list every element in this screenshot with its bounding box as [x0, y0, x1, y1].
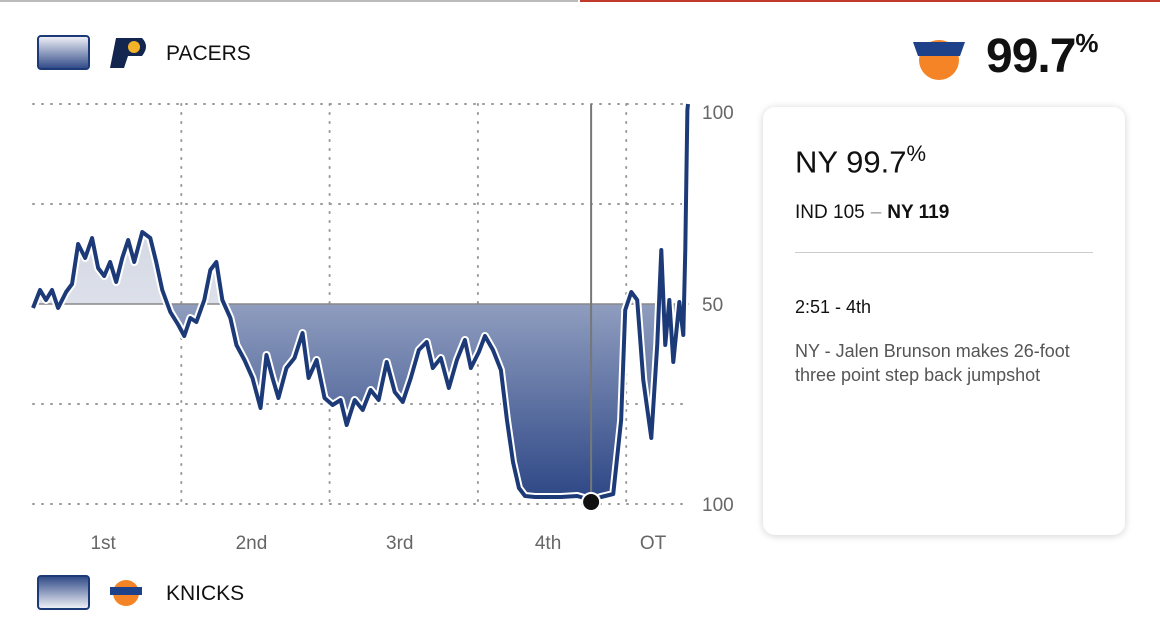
knicks-logo [913, 40, 965, 80]
y-tick-label: 50 [702, 295, 723, 316]
score-away: IND 105 [795, 202, 865, 223]
line [31, 103, 690, 502]
x-tick-label: OT [640, 533, 667, 554]
card-title: NY 99.7% [795, 141, 926, 180]
area-top [33, 104, 688, 304]
pacers-logo [110, 38, 146, 68]
play-card: NY 99.7% IND 105– NY 119 2:51 - 4th NY - … [763, 107, 1125, 535]
x-tick-label: 1st [90, 533, 116, 554]
score-separator: – [870, 202, 882, 223]
score-home: NY 119 [887, 202, 950, 223]
divider [795, 252, 1093, 253]
x-tick-label: 4th [535, 533, 561, 554]
headline-unit: % [1075, 28, 1098, 58]
x-tick-label: 3rd [386, 533, 413, 554]
play-time: 2:51 - 4th [795, 297, 872, 317]
legend-swatch [37, 575, 90, 610]
score: IND 105– NY 119 [795, 202, 949, 224]
card-title-unit: % [906, 141, 927, 166]
legend-label: PACERS [166, 42, 251, 65]
x-tick-label: 2nd [236, 533, 268, 554]
y-tick-label: 100 [702, 495, 734, 516]
card-title-text: NY 99.7 [795, 144, 907, 180]
headline-number: 99.7 [986, 30, 1076, 83]
legend-label: KNICKS [166, 582, 244, 605]
legend-swatch [37, 35, 90, 70]
y-tick-label: 100 [702, 103, 734, 124]
headline-probability: 99.7% [986, 28, 1099, 84]
play-description: NY - Jalen Brunson makes 26-foot three p… [795, 341, 1070, 385]
cursor-marker [581, 492, 602, 512]
knicks-logo [110, 580, 142, 606]
